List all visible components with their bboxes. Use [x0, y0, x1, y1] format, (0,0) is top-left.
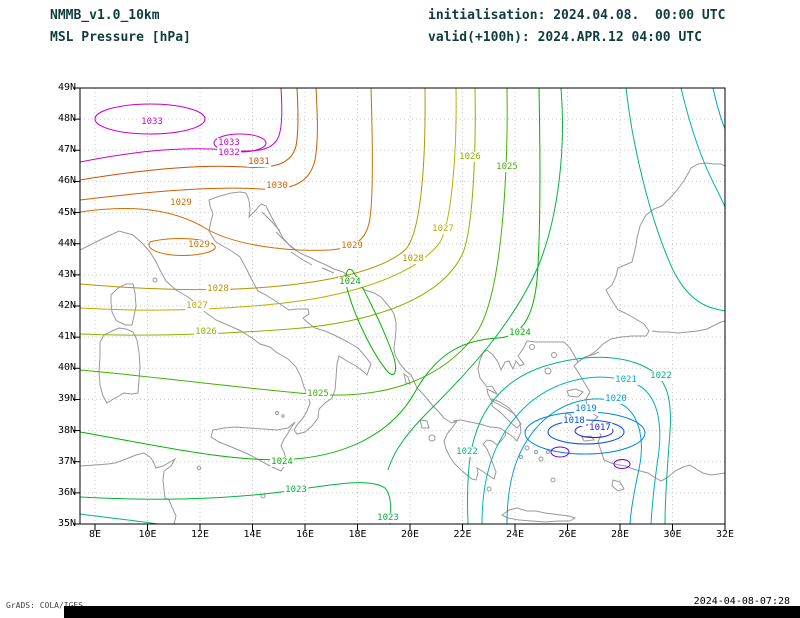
isobar-1022: [625, 88, 725, 312]
isobar-1023: [80, 482, 392, 524]
lat-axis-label: 42N: [57, 300, 76, 311]
isobar-1020: [712, 88, 725, 130]
isobar-1023: [387, 88, 563, 471]
isobar-1029: [148, 238, 216, 256]
lat-axis-label: 35N: [57, 518, 76, 529]
isobar-low-closed: [550, 446, 570, 458]
coastline-italy: [80, 191, 372, 435]
island-dot: [519, 455, 523, 459]
isobar-1029: [80, 88, 373, 251]
valid-time-label: valid(+100h): 2024.APR.12 04:00 UTC: [428, 30, 702, 45]
lat-axis-label: 37N: [57, 455, 76, 467]
island-dot: [196, 465, 202, 471]
lon-axis-label: 16E: [295, 529, 315, 540]
island-lesbos: [566, 388, 584, 398]
lon-axis-label: 14E: [243, 529, 262, 540]
coastline-marmara-south: [573, 351, 600, 367]
lon-axis-label: 20E: [400, 529, 420, 540]
lon-axis-label: 26E: [558, 529, 577, 540]
axis-ticks: [73, 87, 726, 531]
lon-axis-label: 10E: [138, 529, 157, 540]
island-rhodes: [611, 479, 625, 492]
island-sardinia: [98, 327, 141, 404]
lat-axis-label: 46N: [57, 175, 76, 187]
island-dot: [152, 277, 158, 283]
isobar-1033: [94, 103, 206, 135]
lon-axis-label: 30E: [663, 529, 682, 540]
lon-axis-label: 18E: [348, 529, 367, 540]
lon-axis-label: 8E: [88, 529, 102, 540]
isobar-1026: [80, 88, 476, 336]
isobar-1022: [467, 356, 671, 524]
lon-axis-label: 32E: [715, 529, 735, 540]
islands-dalmatia: [261, 211, 335, 274]
island-dot: [275, 411, 279, 415]
island-dot: [486, 486, 492, 492]
island-dot: [529, 344, 535, 350]
isobar-1024: [80, 88, 541, 461]
lat-axis-label: 36N: [57, 486, 76, 498]
lat-axis-label: 43N: [57, 268, 76, 280]
island-euboea: [491, 398, 522, 429]
model-title: NMMB_v1.0_10km: [50, 8, 160, 23]
island-corsica: [110, 283, 137, 326]
island-dot: [524, 445, 530, 451]
isobar-1025: [80, 88, 508, 396]
lon-axis-label: 12E: [190, 529, 210, 540]
coastline-balkan-adriatic: [245, 192, 448, 421]
island-dot: [544, 367, 552, 375]
coastline-turkey-west-south: [573, 365, 725, 482]
island-dot: [551, 352, 557, 358]
coastline-turkey-north: [651, 320, 725, 334]
island-dot: [546, 450, 550, 454]
coastline-greece-aegean-blacksea: [477, 162, 725, 442]
isobar-1021: [680, 88, 725, 208]
bottom-bar: [64, 606, 800, 618]
lat-axis-label: 49N: [57, 82, 76, 93]
island-dot: [538, 456, 544, 462]
coastline-north-africa: [80, 452, 177, 524]
init-time-label: initialisation: 2024.04.08. 00:00 UTC: [428, 8, 726, 23]
lat-axis-label: 41N: [57, 331, 76, 343]
island-corfu: [403, 372, 411, 385]
island-dot: [534, 450, 538, 454]
island-crete: [501, 507, 577, 523]
isobar-1031: [80, 88, 299, 181]
isobar-low-closed: [613, 459, 631, 469]
isobar-1027: [80, 88, 457, 311]
isobar-1022: [80, 513, 159, 524]
island-kefalonia: [419, 419, 430, 429]
lat-axis-label: 44N: [57, 237, 76, 249]
lat-axis-label: 38N: [57, 424, 76, 436]
isobar-1032: [80, 88, 283, 163]
lat-axis-label: 48N: [57, 113, 76, 125]
lon-axis-label: 22E: [453, 529, 472, 540]
island-sicily: [210, 421, 296, 472]
island-samos: [581, 435, 595, 442]
island-dot: [281, 414, 285, 418]
lat-axis-label: 39N: [57, 393, 76, 405]
grid-layer: [80, 88, 725, 524]
creation-timestamp: 2024-04-08-07:28: [693, 596, 790, 607]
coastline-layer: [80, 162, 725, 524]
lon-axis-label: 28E: [610, 529, 630, 540]
coastline-peloponnese: [443, 419, 507, 481]
island-dot: [550, 477, 556, 483]
lon-axis-label: 24E: [505, 529, 525, 540]
isobar-1019: [524, 411, 646, 455]
field-title: MSL Pressure [hPa]: [50, 30, 191, 45]
lat-axis-label: 47N: [57, 144, 76, 156]
grads-credit: GrADS: COLA/IGES: [6, 601, 84, 610]
island-dot: [428, 434, 436, 442]
isobar-1020: [506, 398, 642, 524]
lat-axis-label: 45N: [57, 206, 76, 218]
lat-axis-label: 40N: [57, 362, 76, 374]
